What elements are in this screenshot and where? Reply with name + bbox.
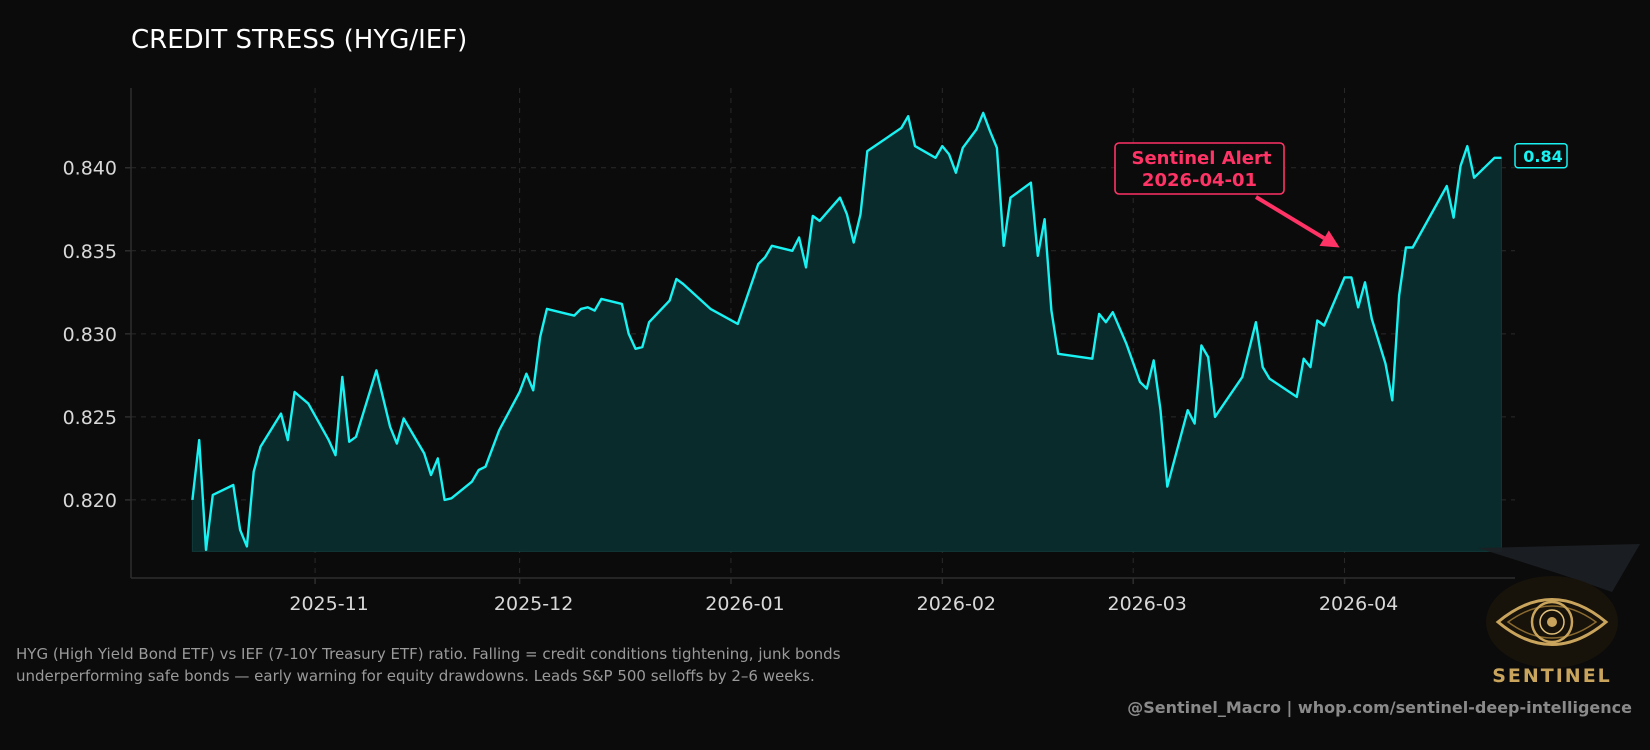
y-tick-label: 0.825 <box>63 407 117 429</box>
x-tick-label: 2026-03 <box>1108 593 1187 615</box>
tick-labels: 0.820 0.825 0.830 0.835 0.840 2025-11 2025-12 2… <box>63 158 1399 615</box>
y-tick-label: 0.835 <box>63 241 117 263</box>
y-tick-label: 0.840 <box>63 158 117 180</box>
series-line <box>191 111 1502 551</box>
x-tick-label: 2025-11 <box>289 593 368 615</box>
plot-area: 0.84 <box>191 111 1568 552</box>
series-area-fill <box>191 111 1502 552</box>
footer-credits: @Sentinel_Macro | whop.com/sentinel-deep… <box>1127 698 1632 717</box>
sentinel-logo: SENTINEL <box>1478 544 1640 687</box>
logo-wordmark: SENTINEL <box>1492 665 1612 687</box>
alert-arrow-head <box>1319 230 1340 248</box>
chart-title: CREDIT STRESS (HYG/IEF) <box>131 25 467 55</box>
x-tick-label: 2026-01 <box>705 593 784 615</box>
chart-caption: HYG (High Yield Bond ETF) vs IEF (7-10Y … <box>16 645 841 685</box>
last-value-label: 0.84 <box>1523 147 1562 166</box>
logo-backdrop <box>1478 544 1640 592</box>
axes <box>125 88 1515 584</box>
x-tick-label: 2025-12 <box>494 593 573 615</box>
x-tick-label: 2026-02 <box>917 593 996 615</box>
last-value-badge <box>1514 143 1568 169</box>
alert-date: 2026-04-01 <box>1142 170 1257 191</box>
alert-box <box>1114 142 1285 195</box>
x-tick-label: 2026-04 <box>1319 593 1398 615</box>
y-tick-label: 0.820 <box>63 490 117 512</box>
y-tick-label: 0.830 <box>63 324 117 346</box>
eye-icon <box>1486 576 1618 668</box>
alert-arrow-shaft <box>1254 195 1326 240</box>
alert-title: Sentinel Alert <box>1131 148 1271 169</box>
